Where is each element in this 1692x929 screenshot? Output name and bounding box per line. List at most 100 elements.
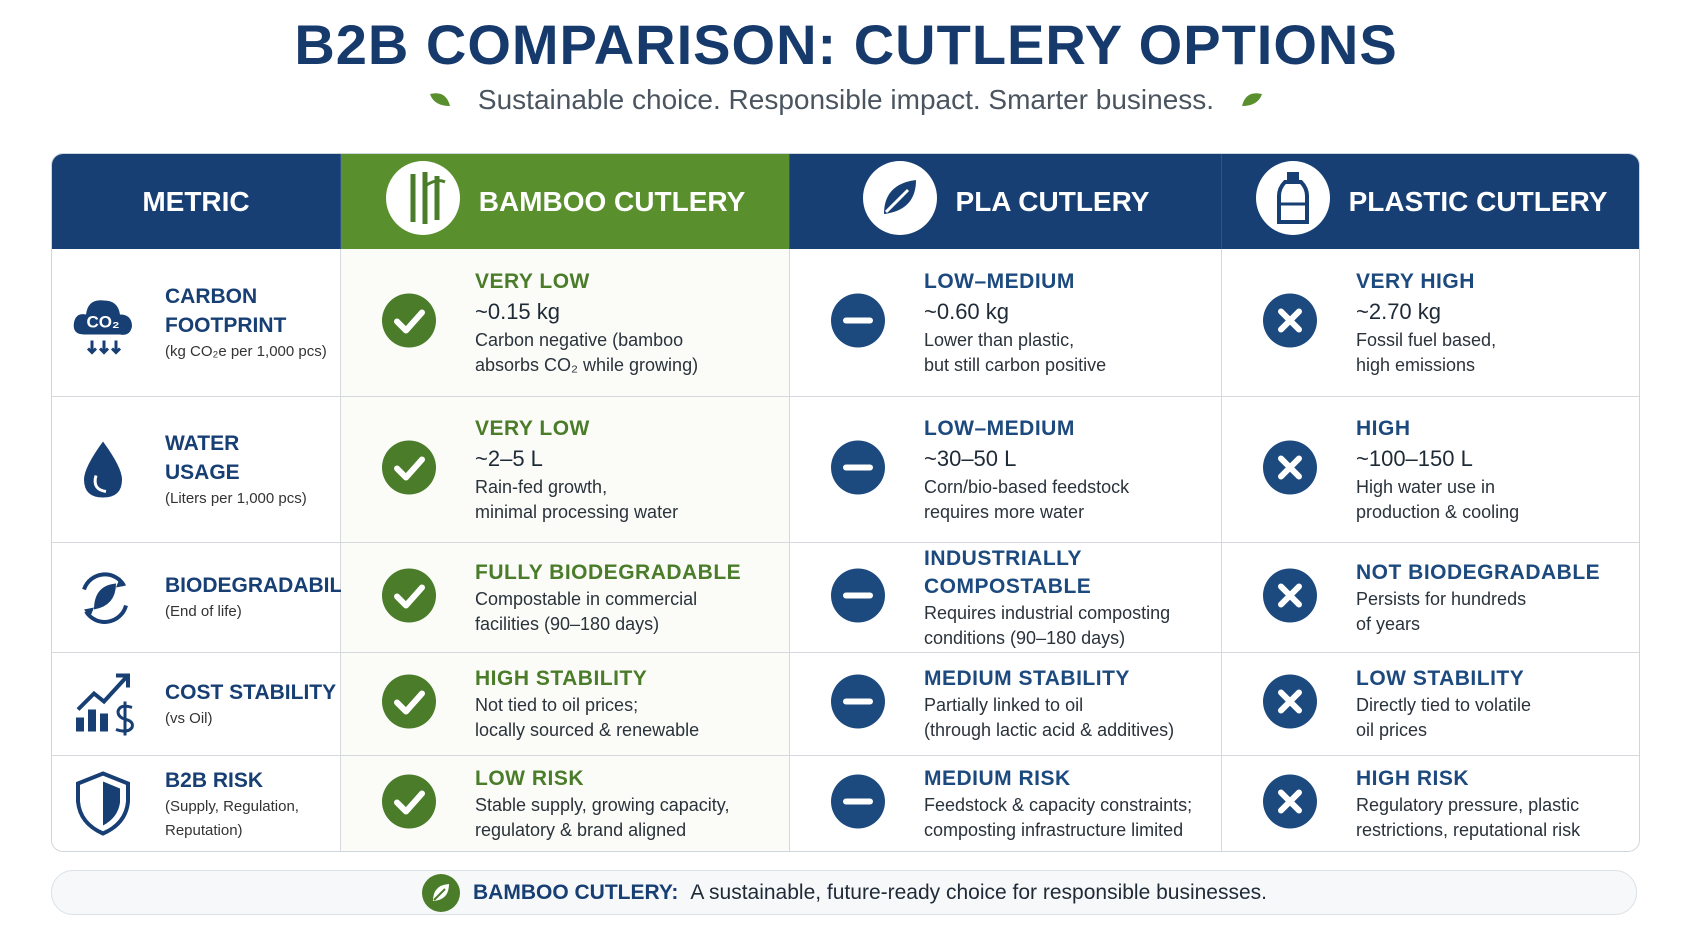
value: ~2.70 kg bbox=[1356, 298, 1442, 324]
note: restrictions, reputational risk bbox=[1356, 820, 1581, 840]
value: ~30–50 L bbox=[924, 445, 1017, 471]
metric-text: B2B RISK (Supply, Regulation, Reputation) bbox=[165, 766, 299, 843]
metric-unit: (End of life) bbox=[165, 603, 242, 620]
rating: VERY LOW bbox=[475, 269, 590, 293]
value-cell: MEDIUM RISK Feedstock & capacity constrai… bbox=[790, 756, 1222, 851]
note: regulatory & brand aligned bbox=[475, 820, 687, 840]
value-cell: INDUSTRIALLY COMPOSTABLE Requires industr… bbox=[790, 543, 1222, 653]
metric-unit: (kg CO₂e per 1,000 pcs) bbox=[165, 342, 327, 360]
column-title: BAMBOO CUTLERY bbox=[478, 185, 746, 217]
column-icon bbox=[862, 160, 938, 243]
rating: HIGH RISK bbox=[1356, 767, 1470, 790]
value-cell: HIGH RISK Regulatory pressure, plastic res… bbox=[1222, 756, 1639, 851]
icon-text: CO₂ bbox=[86, 312, 119, 331]
status-icon bbox=[381, 674, 437, 735]
metric-text: WATER USAGE (Liters per 1,000 pcs) bbox=[165, 429, 307, 511]
status-icon bbox=[1262, 674, 1318, 735]
column-header: PLASTIC CUTLERY bbox=[1222, 154, 1639, 249]
rating: VERY LOW bbox=[475, 416, 590, 440]
status-icon-svg bbox=[382, 568, 436, 622]
note: composting infrastructure limited bbox=[924, 820, 1184, 840]
leaf-badge bbox=[422, 873, 460, 912]
value-cell: VERY LOW ~0.15 kg Carbon negative (bamboo a… bbox=[341, 249, 790, 397]
value-cell: NOT BIODEGRADABLE Persists for hundreds of… bbox=[1222, 543, 1639, 653]
value-cell: VERY LOW ~2–5 L Rain-fed growth, minimal pr… bbox=[341, 397, 790, 543]
status-icon bbox=[381, 774, 437, 835]
metric-text: BIODEGRADABILITY (End of life) bbox=[165, 571, 375, 624]
column-icon bbox=[1255, 160, 1331, 243]
status-icon-svg bbox=[382, 674, 436, 729]
status-icon-svg bbox=[1263, 440, 1317, 494]
rating: HIGH bbox=[1356, 416, 1411, 440]
cell-text: FULLY BIODEGRADABLE Compostable in commer… bbox=[475, 559, 741, 637]
leaf-icon bbox=[1242, 93, 1263, 106]
note: Not tied to oil prices; bbox=[475, 695, 639, 715]
note: Rain-fed growth, bbox=[475, 476, 608, 497]
footer-label: BAMBOO CUTLERY: bbox=[473, 880, 679, 904]
note: high emissions bbox=[1356, 354, 1476, 375]
metric-cell: COST STABILITY (vs Oil) bbox=[52, 653, 341, 756]
rating: MEDIUM RISK bbox=[924, 767, 1071, 790]
status-icon bbox=[830, 439, 886, 500]
metric-icon-svg bbox=[82, 571, 128, 624]
rating: LOW RISK bbox=[475, 767, 584, 790]
note: (through lactic acid & additives) bbox=[924, 720, 1175, 740]
value-cell: LOW–MEDIUM ~0.60 kg Lower than plastic, but… bbox=[790, 249, 1222, 397]
cell-text: NOT BIODEGRADABLE Persists for hundreds of… bbox=[1356, 559, 1600, 637]
metric-icon bbox=[70, 559, 136, 636]
metric-cell: BIODEGRADABILITY (End of life) bbox=[52, 543, 375, 653]
metric-icon-svg bbox=[84, 441, 122, 497]
metric-name: COST STABILITY bbox=[165, 680, 337, 704]
column-header: BAMBOO CUTLERY bbox=[341, 154, 790, 249]
rating: MEDIUM STABILITY bbox=[924, 667, 1130, 690]
value: ~100–150 L bbox=[1356, 445, 1473, 471]
value: ~2–5 L bbox=[475, 445, 543, 471]
metric-icon-svg bbox=[76, 673, 134, 736]
column-icon-svg bbox=[385, 161, 460, 235]
status-icon bbox=[381, 439, 437, 500]
rating: LOW–MEDIUM bbox=[924, 269, 1075, 293]
metric-name: CARBON bbox=[165, 284, 258, 308]
cell-text: INDUSTRIALLY COMPOSTABLE Requires industr… bbox=[924, 545, 1221, 651]
note: Fossil fuel based, bbox=[1356, 329, 1497, 350]
value: ~0.15 kg bbox=[475, 298, 561, 324]
metric-unit: (Liters per 1,000 pcs) bbox=[165, 489, 307, 507]
rating: VERY HIGH bbox=[1356, 269, 1475, 293]
status-icon bbox=[1262, 439, 1318, 500]
footer-text: A sustainable, future-ready choice for r… bbox=[690, 880, 1267, 904]
status-icon-svg bbox=[382, 293, 436, 347]
value-cell: LOW STABILITY Directly tied to volatile oi… bbox=[1222, 653, 1639, 756]
metric-name: BIODEGRADABILITY bbox=[165, 574, 375, 597]
note: Stable supply, growing capacity, bbox=[475, 795, 730, 815]
metric-icon-svg: CO₂ bbox=[73, 299, 132, 355]
status-icon bbox=[381, 292, 437, 353]
rating: LOW STABILITY bbox=[1356, 667, 1525, 690]
value: ~0.60 kg bbox=[924, 298, 1010, 324]
metric-cell: WATER USAGE (Liters per 1,000 pcs) bbox=[52, 397, 341, 543]
status-icon-svg bbox=[831, 440, 885, 494]
comparison-table: METRIC BAMBOO CUTLERY PLA CUTLERY PLASTIC C… bbox=[51, 153, 1640, 852]
cell-text: LOW RISK Stable supply, growing capacity,… bbox=[475, 765, 729, 843]
note: Carbon negative (bamboo bbox=[475, 329, 684, 350]
note: High water use in bbox=[1356, 476, 1496, 497]
cell-text: LOW STABILITY Directly tied to volatile oi… bbox=[1356, 665, 1531, 743]
metric-name: B2B RISK bbox=[165, 768, 264, 792]
cell-text: VERY LOW ~2–5 L Rain-fed growth, minimal pr… bbox=[475, 415, 678, 525]
column-icon-svg bbox=[1255, 161, 1330, 235]
value-cell: VERY HIGH ~2.70 kg Fossil fuel based, high … bbox=[1222, 249, 1639, 397]
metric-name: FOOTPRINT bbox=[165, 313, 287, 337]
value-cell: FULLY BIODEGRADABLE Compostable in commer… bbox=[341, 543, 790, 653]
status-icon bbox=[830, 674, 886, 735]
column-title: PLA CUTLERY bbox=[955, 185, 1150, 217]
metric-unit: (vs Oil) bbox=[165, 709, 213, 727]
note: production & cooling bbox=[1356, 501, 1520, 522]
status-icon-svg bbox=[1263, 774, 1317, 829]
metric-icon bbox=[70, 666, 136, 743]
note: Compostable in commercial bbox=[475, 588, 698, 609]
note: Feedstock & capacity constraints; bbox=[924, 795, 1193, 815]
note: facilities (90–180 days) bbox=[475, 613, 660, 634]
title: B2B COMPARISON: CUTLERY OPTIONS bbox=[294, 13, 1398, 76]
status-icon-svg bbox=[1263, 568, 1317, 622]
status-icon-svg bbox=[382, 774, 436, 829]
